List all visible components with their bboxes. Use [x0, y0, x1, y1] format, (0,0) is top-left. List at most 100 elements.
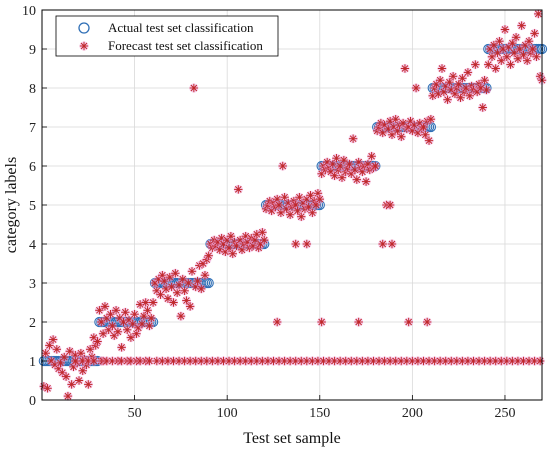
forecast-point	[142, 305, 153, 315]
x-axis-ticks: 50 100 150 200 250	[128, 395, 515, 421]
forecast-point	[411, 83, 421, 93]
legend-forecast-asterisk	[79, 41, 89, 51]
forecast-point	[89, 356, 99, 366]
x-tick-label: 50	[128, 406, 142, 421]
forecast-point	[187, 266, 197, 276]
forecast-point	[144, 321, 155, 331]
forecast-point	[59, 352, 69, 362]
forecast-point	[274, 200, 284, 210]
forecast-point	[426, 114, 436, 124]
forecast-point	[83, 356, 93, 366]
forecast-point	[146, 313, 156, 323]
forecast-point	[481, 85, 492, 95]
y-tick-label: 4	[29, 238, 36, 253]
forecast-point	[179, 286, 190, 296]
y-axis-title: category labels	[3, 157, 20, 253]
y-tick-label: 5	[29, 199, 36, 214]
legend-forecast-label: Forecast test set classification	[108, 38, 263, 53]
forecast-point	[378, 239, 388, 249]
forecast-point	[113, 327, 123, 337]
forecast-point	[404, 317, 414, 327]
forecast-point	[137, 319, 147, 329]
forecast-point	[200, 270, 210, 280]
forecast-point	[259, 235, 269, 245]
y-tick-label: 10	[22, 4, 36, 19]
forecast-point	[331, 153, 342, 163]
forecast-point	[172, 288, 182, 298]
forecast-point	[387, 130, 397, 140]
forecast-point	[400, 63, 410, 74]
forecast-point	[63, 391, 73, 401]
legend-actual-label: Actual test set classification	[108, 20, 254, 35]
forecast-point	[285, 210, 295, 220]
forecast-point	[348, 134, 358, 144]
forecast-point	[42, 383, 53, 393]
forecast-point	[535, 356, 545, 366]
forecast-point	[437, 63, 447, 74]
forecast-point	[424, 136, 434, 146]
forecast-point	[141, 297, 151, 308]
forecast-point	[228, 249, 238, 259]
forecast-point	[448, 71, 458, 81]
y-tick-label: 7	[29, 121, 36, 136]
forecast-point	[67, 379, 77, 389]
forecast-point	[344, 159, 355, 169]
forecast-point	[107, 321, 117, 331]
forecast-point	[524, 36, 534, 46]
forecast-point	[531, 52, 542, 62]
forecast-point	[48, 334, 58, 345]
y-tick-label: 3	[29, 277, 36, 292]
forecast-point	[196, 284, 206, 294]
forecast-point	[502, 52, 512, 62]
forecast-point	[204, 251, 214, 261]
forecast-point	[291, 239, 301, 249]
legend-actual-marker	[78, 22, 90, 34]
forecast-point	[505, 60, 516, 70]
forecast-point	[435, 75, 445, 85]
y-tick-label: 8	[29, 82, 36, 97]
forecast-point	[278, 161, 288, 171]
forecast-point	[185, 301, 195, 311]
forecast-point	[257, 227, 267, 237]
y-axis-ticks: 0 1 2 3 4 5 6 7 8 9 10	[22, 4, 47, 409]
forecast-point	[479, 75, 490, 85]
forecast-point	[470, 60, 480, 70]
forecast-point	[354, 317, 364, 327]
forecast-point	[361, 177, 371, 187]
forecast-point	[168, 297, 179, 308]
forecast-point	[517, 21, 527, 31]
legend-forecast-marker	[79, 41, 89, 51]
forecast-point	[352, 175, 362, 185]
forecast-point	[111, 305, 121, 315]
forecast-point	[491, 63, 501, 74]
forecast-point	[457, 73, 467, 83]
forecast-series	[39, 9, 547, 401]
forecast-point	[83, 379, 93, 389]
forecast-point	[117, 342, 127, 352]
forecast-point	[500, 24, 510, 35]
y-tick-label: 1	[29, 355, 36, 370]
y-tick-label: 2	[29, 316, 36, 331]
y-tick-label: 9	[29, 43, 36, 58]
forecast-point	[233, 184, 243, 194]
forecast-point	[183, 278, 193, 288]
forecast-point	[176, 311, 186, 321]
x-tick-label: 150	[309, 406, 330, 421]
forecast-point	[396, 132, 406, 142]
legend: Actual test set classification Forecast …	[55, 15, 279, 57]
forecast-point	[92, 336, 103, 347]
forecast-point	[155, 290, 166, 300]
forecast-point	[296, 212, 306, 222]
forecast-point	[167, 282, 177, 292]
forecast-point	[494, 36, 505, 46]
forecast-point	[41, 348, 51, 358]
legend-box	[55, 15, 279, 57]
forecast-point	[192, 276, 203, 286]
forecast-point	[61, 372, 71, 382]
forecast-point	[385, 200, 395, 210]
forecast-point	[70, 356, 80, 366]
x-tick-label: 200	[402, 406, 423, 421]
forecast-point	[129, 309, 140, 319]
forecast-point	[148, 297, 158, 308]
